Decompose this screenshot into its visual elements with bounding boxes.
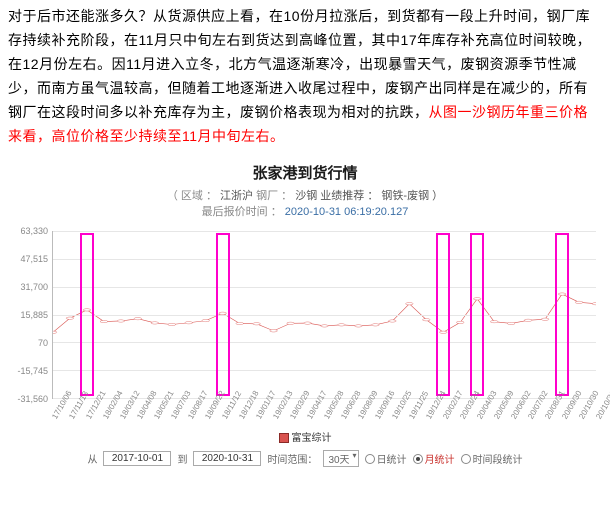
from-date-input[interactable]: 2017-10-01: [103, 451, 171, 466]
time-value: 2020-10-31 06:19:20.127: [285, 206, 409, 218]
plot: [52, 231, 596, 399]
y-tick-label: 63,330: [10, 226, 48, 236]
region-value: 江浙沪: [220, 190, 253, 202]
chart-area: 17/10/0617/11/1317/12/2118/02/0418/03/12…: [10, 227, 600, 427]
to-date-input[interactable]: 2020-10-31: [193, 451, 261, 466]
y-tick-label: 70: [10, 338, 48, 348]
to-label: 到: [177, 451, 187, 466]
mill-value: 沙钢 业绩推荐 ：: [295, 190, 378, 202]
gridline: [53, 259, 596, 260]
article-paragraph: 对于后市还能涨多久？从货源供应上看，在10份月拉涨后，到货都有一段上升时间，钢厂…: [0, 0, 610, 156]
highlight-box: [80, 233, 94, 396]
x-axis-labels: 17/10/0617/11/1317/12/2118/02/0418/03/12…: [52, 401, 596, 427]
controls-bar: 从 2017-10-01 到 2020-10-31 时间范围： 30天 日统计 …: [6, 450, 604, 467]
highlight-box: [555, 233, 569, 396]
gridline: [53, 287, 596, 288]
span-select[interactable]: 30天: [323, 450, 358, 467]
legend-label: 富宝综计: [292, 433, 332, 444]
from-label: 从: [87, 451, 97, 466]
mill-label: 钢厂 ：: [256, 190, 292, 202]
highlight-box: [470, 233, 484, 396]
gridline: [53, 370, 596, 371]
chart-subtitle: （ 区域 ： 江浙沪 钢厂 ： 沙钢 业绩推荐 ： 钢铁-废钢 ） 最后报价时间…: [6, 187, 604, 219]
highlight-box: [216, 233, 230, 396]
radio-monthly[interactable]: 月统计: [413, 451, 455, 466]
y-tick-label: 31,700: [10, 282, 48, 292]
y-tick-label: -31,560: [10, 394, 48, 404]
gridline: [53, 315, 596, 316]
cat-value: 钢铁-废钢 ）: [381, 190, 443, 202]
span-label: 时间范围：: [267, 451, 317, 466]
radio-daily[interactable]: 日统计: [365, 451, 407, 466]
y-tick-label: -15,745: [10, 366, 48, 376]
y-tick-label: 47,515: [10, 254, 48, 264]
chart-container: 张家港到货行情 （ 区域 ： 江浙沪 钢厂 ： 沙钢 业绩推荐 ： 钢铁-废钢 …: [0, 162, 610, 467]
highlight-box: [436, 233, 450, 396]
y-tick-label: 15,885: [10, 310, 48, 320]
gridline: [53, 231, 596, 232]
legend-swatch: [279, 433, 289, 443]
gridline: [53, 342, 596, 343]
chart-title: 张家港到货行情: [6, 162, 604, 183]
radio-range[interactable]: 时间段统计: [461, 451, 523, 466]
region-label: （ 区域 ：: [167, 190, 217, 202]
legend: 富宝综计: [6, 429, 604, 444]
time-label: 最后报价时间 ：: [202, 206, 282, 218]
